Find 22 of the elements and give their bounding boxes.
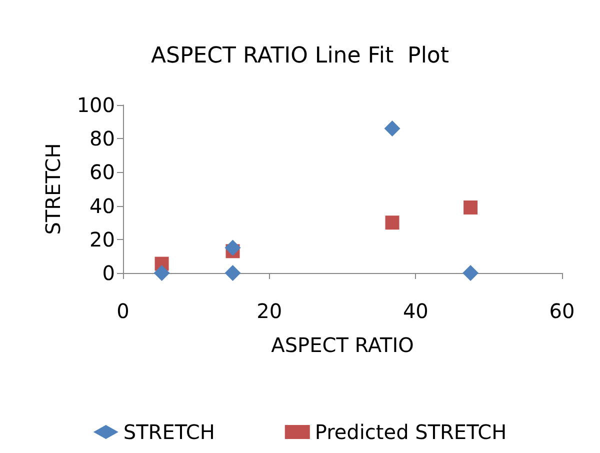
y-axis-title: STRETCH <box>41 143 65 235</box>
x-axis-title: ASPECT RATIO <box>271 333 414 357</box>
x-tick-label: 60 <box>549 299 575 323</box>
point <box>462 265 479 281</box>
y-tick-label: 100 <box>76 93 115 117</box>
y-tick-label: 60 <box>90 160 115 184</box>
y-tick-label: 0 <box>102 261 115 285</box>
chart-title: ASPECT RATIO Line Fit Plot <box>150 44 450 68</box>
x-tick-label: 40 <box>402 299 428 323</box>
y-tick-label: 20 <box>90 227 115 252</box>
point <box>464 200 478 214</box>
y-tick-label: 40 <box>90 194 115 218</box>
point <box>154 265 170 281</box>
point <box>224 265 241 281</box>
legend-label: Predicted STRETCH <box>314 420 507 444</box>
legend-label: STRETCH <box>123 420 215 444</box>
point <box>385 216 400 230</box>
x-tick-label: 0 <box>116 299 130 323</box>
x-tick-label: 20 <box>256 299 282 323</box>
point <box>224 240 241 256</box>
y-tick-label: 80 <box>90 126 115 151</box>
point <box>384 120 400 137</box>
